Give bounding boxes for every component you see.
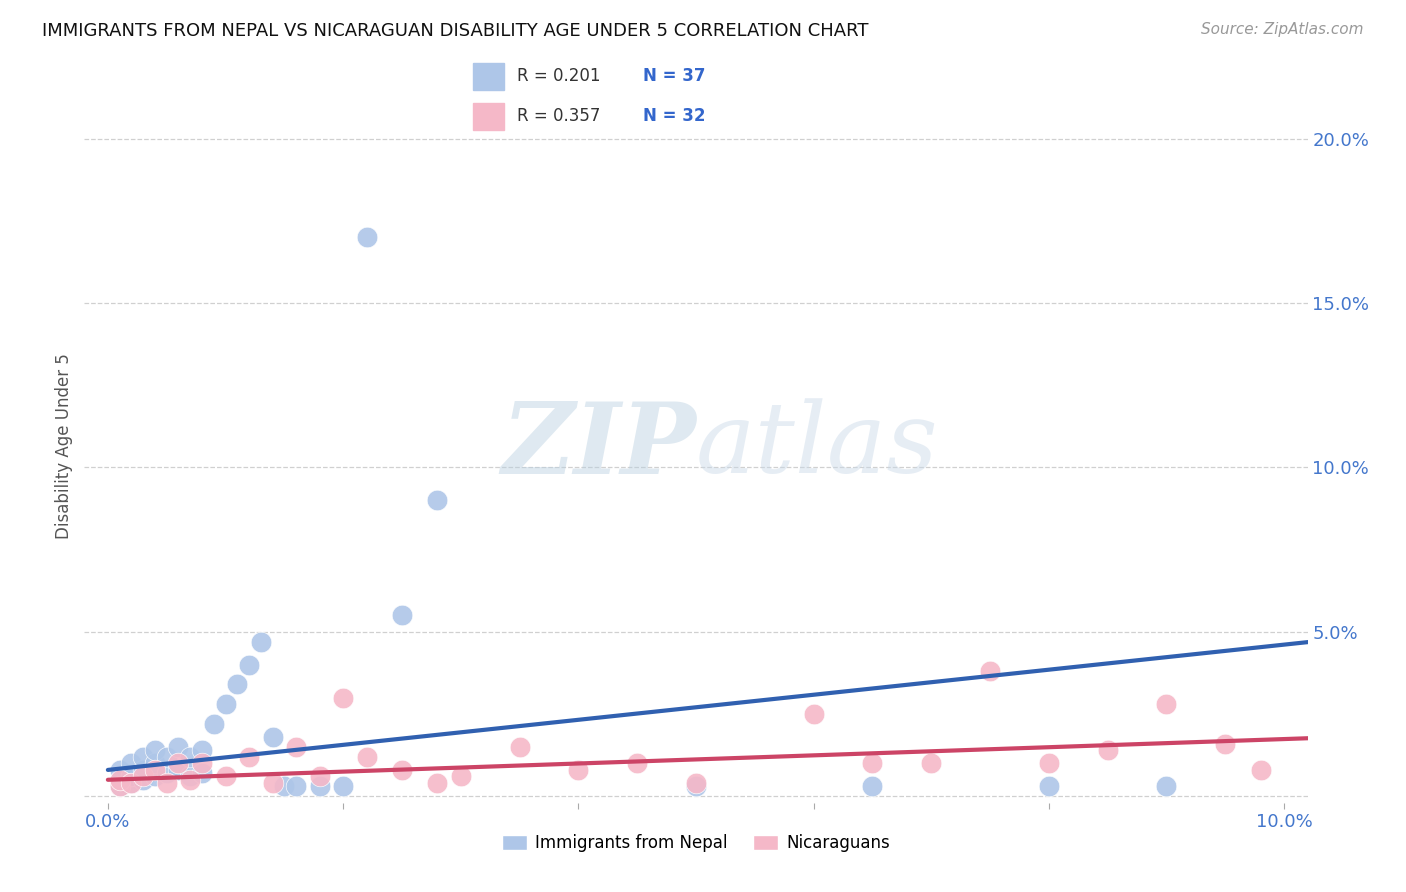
Y-axis label: Disability Age Under 5: Disability Age Under 5: [55, 353, 73, 539]
Point: [191, 766, 214, 780]
Point: [1038, 756, 1060, 771]
Text: IMMIGRANTS FROM NEPAL VS NICARAGUAN DISABILITY AGE UNDER 5 CORRELATION CHART: IMMIGRANTS FROM NEPAL VS NICARAGUAN DISA…: [42, 22, 869, 40]
Point: [308, 780, 330, 794]
Point: [156, 749, 179, 764]
Point: [426, 776, 449, 790]
Point: [685, 780, 707, 794]
Point: [391, 763, 413, 777]
Point: [179, 770, 201, 784]
Point: [132, 772, 155, 787]
Text: R = 0.201: R = 0.201: [516, 68, 600, 86]
Point: [238, 657, 260, 672]
Point: [108, 763, 131, 777]
Point: [214, 697, 236, 711]
Point: [332, 780, 354, 794]
Point: [979, 665, 1001, 679]
Point: [143, 763, 166, 777]
Point: [285, 739, 308, 754]
Point: [262, 730, 284, 744]
Point: [108, 780, 131, 794]
Point: [1156, 780, 1178, 794]
Point: [143, 756, 166, 771]
Text: Source: ZipAtlas.com: Source: ZipAtlas.com: [1201, 22, 1364, 37]
Point: [132, 749, 155, 764]
Point: [426, 493, 449, 508]
Point: [920, 756, 942, 771]
Point: [803, 706, 825, 721]
Text: ZIP: ZIP: [501, 398, 696, 494]
Text: atlas: atlas: [696, 399, 939, 493]
Point: [179, 772, 201, 787]
Point: [285, 780, 308, 794]
Point: [391, 608, 413, 623]
Point: [191, 756, 214, 771]
Point: [509, 739, 531, 754]
Point: [356, 749, 378, 764]
Point: [108, 772, 131, 787]
Point: [143, 743, 166, 757]
Point: [167, 756, 190, 771]
Point: [1213, 737, 1236, 751]
Point: [308, 770, 330, 784]
Point: [1038, 780, 1060, 794]
Point: [450, 770, 472, 784]
Point: [214, 770, 236, 784]
Point: [860, 756, 883, 771]
Text: N = 32: N = 32: [644, 107, 706, 125]
Point: [238, 749, 260, 764]
FancyBboxPatch shape: [474, 62, 505, 90]
Point: [685, 776, 707, 790]
Point: [1156, 697, 1178, 711]
Point: [132, 763, 155, 777]
Point: [626, 756, 648, 771]
Point: [167, 763, 190, 777]
Point: [156, 776, 179, 790]
Point: [202, 717, 225, 731]
Point: [167, 739, 190, 754]
Point: [120, 770, 142, 784]
Point: [1097, 743, 1119, 757]
Text: R = 0.357: R = 0.357: [516, 107, 600, 125]
Point: [108, 772, 131, 787]
Point: [262, 776, 284, 790]
Point: [356, 230, 378, 244]
Point: [120, 776, 142, 790]
Point: [156, 766, 179, 780]
Point: [249, 634, 271, 648]
Point: [273, 780, 295, 794]
Point: [108, 780, 131, 794]
Point: [860, 780, 883, 794]
Point: [132, 770, 155, 784]
Legend: Immigrants from Nepal, Nicaraguans: Immigrants from Nepal, Nicaraguans: [495, 828, 897, 859]
Point: [120, 756, 142, 771]
Point: [120, 776, 142, 790]
FancyBboxPatch shape: [474, 103, 505, 130]
Point: [191, 743, 214, 757]
Text: N = 37: N = 37: [644, 68, 706, 86]
Point: [143, 770, 166, 784]
Point: [179, 749, 201, 764]
Point: [226, 677, 249, 691]
Point: [1250, 763, 1272, 777]
Point: [567, 763, 589, 777]
Point: [332, 690, 354, 705]
